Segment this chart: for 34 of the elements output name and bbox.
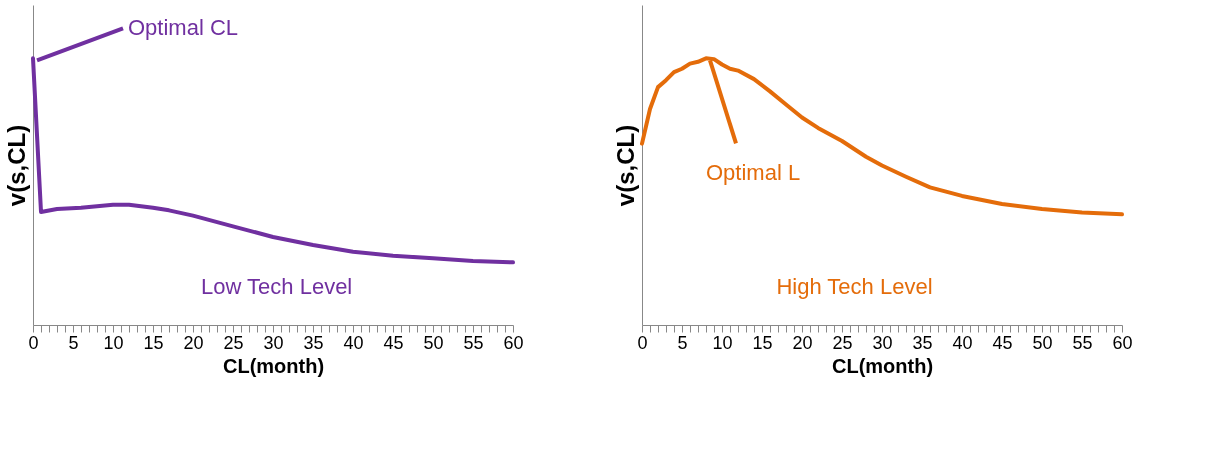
annotation: Optimal L bbox=[706, 160, 801, 186]
x-tick-label: 20 bbox=[183, 332, 204, 353]
annotation: High Tech Level bbox=[776, 273, 933, 299]
x-tick-label: 35 bbox=[912, 332, 933, 353]
x-tick-label: 15 bbox=[143, 332, 164, 353]
x-tick-label: 45 bbox=[992, 332, 1013, 353]
x-tick-label: 55 bbox=[463, 332, 484, 353]
y-axis-title: v(s,CL) bbox=[2, 124, 30, 207]
y-axis-title: v(s,CL) bbox=[611, 124, 639, 207]
x-tick-label: 40 bbox=[952, 332, 973, 353]
x-axis-title: CL(month) bbox=[222, 354, 325, 377]
x-tick-label: 30 bbox=[872, 332, 893, 353]
x-axis-title: CL(month) bbox=[831, 354, 934, 377]
x-tick-label: 50 bbox=[423, 332, 444, 353]
x-tick-label: 35 bbox=[303, 332, 324, 353]
annotation: Low Tech Level bbox=[201, 273, 353, 299]
x-tick-label: 40 bbox=[343, 332, 364, 353]
x-tick-label: 50 bbox=[1032, 332, 1053, 353]
x-tick-label: 10 bbox=[712, 332, 733, 353]
x-tick-label: 5 bbox=[68, 332, 79, 353]
x-tick-label: 60 bbox=[503, 332, 524, 353]
x-tick-label: 0 bbox=[637, 332, 648, 353]
annotation: Optimal CL bbox=[128, 15, 239, 41]
x-tick-label: 60 bbox=[1112, 332, 1133, 353]
x-tick-label: 30 bbox=[263, 332, 284, 353]
x-tick-label: 0 bbox=[28, 332, 39, 353]
x-tick-label: 55 bbox=[1072, 332, 1093, 353]
x-tick-label: 5 bbox=[677, 332, 688, 353]
x-tick-label: 10 bbox=[103, 332, 124, 353]
x-tick-label: 25 bbox=[223, 332, 244, 353]
x-tick-label: 20 bbox=[792, 332, 813, 353]
x-tick-label: 45 bbox=[383, 332, 404, 353]
x-tick-label: 25 bbox=[832, 332, 853, 353]
x-tick-label: 15 bbox=[752, 332, 773, 353]
